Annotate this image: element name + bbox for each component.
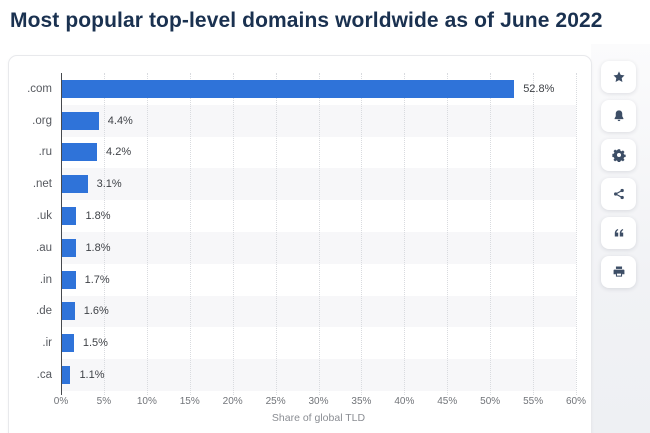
- category-label: .de: [36, 305, 52, 318]
- bar-value-label: 3.1%: [96, 178, 122, 191]
- share-icon: [612, 187, 626, 201]
- bar-row: 3.1%: [61, 168, 576, 201]
- x-axis-tick-labels: 0% 5% 10% 15% 20% 25% 30% 35% 40% 45% 50% 55% 60%: [54, 396, 586, 410]
- bar: [61, 270, 76, 289]
- category-label: .uk: [36, 210, 52, 223]
- bar-row: 1.1%: [61, 359, 576, 391]
- x-tick-label: 25%: [265, 396, 286, 407]
- x-tick-label: 20%: [222, 396, 243, 407]
- star-icon: [612, 70, 626, 84]
- bar-row: 1.6%: [61, 295, 576, 328]
- bar-row: 1.7%: [61, 264, 576, 296]
- bar-value-label: 1.5%: [82, 337, 108, 350]
- category-label: .in: [39, 273, 52, 286]
- category-label: .ir: [42, 337, 52, 350]
- category-label: .ru: [38, 146, 52, 159]
- x-tick-label: 40%: [394, 396, 415, 407]
- gear-icon: [611, 148, 626, 162]
- print-button[interactable]: [601, 256, 636, 288]
- x-tick-label: 15%: [179, 396, 200, 407]
- bar-row: 1.8%: [61, 200, 576, 232]
- category-label: .net: [32, 178, 52, 191]
- settings-button[interactable]: [601, 139, 636, 171]
- x-tick-label: 45%: [437, 396, 458, 407]
- bar: [61, 334, 74, 353]
- bar-row: 1.5%: [61, 327, 576, 359]
- bar-value-label: 1.8%: [85, 241, 111, 254]
- gridline: [576, 73, 577, 395]
- x-tick-label: 10%: [136, 396, 157, 407]
- x-tick-label: 55%: [523, 396, 544, 407]
- bar-row: 4.2%: [61, 137, 576, 169]
- x-axis-title: Share of global TLD: [271, 412, 366, 424]
- bell-icon: [612, 109, 626, 123]
- cite-button[interactable]: [601, 217, 636, 249]
- x-tick-label: 35%: [351, 396, 372, 407]
- bar-rows: 52.8% 4.4% 4.2% 3.1% 1.8% 1.8% 1.7% 1.6% 1.5% 1.1…: [61, 73, 576, 391]
- bar: [61, 143, 98, 162]
- x-tick-label: 60%: [565, 396, 587, 407]
- bar-row: 52.8%: [61, 73, 576, 105]
- plot-area: 52.8% 4.4% 4.2% 3.1% 1.8% 1.8% 1.7% 1.6% 1.5% 1.1…: [61, 73, 577, 395]
- x-tick-label: 50%: [480, 396, 501, 407]
- page-title: Most popular top-level domains worldwide…: [10, 9, 603, 32]
- bar: [61, 175, 88, 194]
- bar-value-label: 1.6%: [83, 305, 109, 318]
- bar-value-label: 52.8%: [523, 82, 555, 95]
- favorites-button[interactable]: [601, 61, 636, 93]
- bar: [61, 79, 515, 98]
- category-label: .ca: [36, 369, 52, 382]
- share-button[interactable]: [601, 178, 636, 210]
- x-tick-label: 0%: [53, 396, 69, 407]
- chart-card: .com .org .ru .net .uk .au .in .de .ir .ca 52.8% 4…: [8, 55, 592, 433]
- bar-value-label: 4.4%: [107, 114, 133, 127]
- x-tick-label: 30%: [308, 396, 329, 407]
- x-tick-label: 5%: [96, 396, 112, 407]
- notifications-button[interactable]: [601, 100, 636, 132]
- bar: [61, 207, 77, 226]
- bar: [61, 302, 75, 321]
- y-axis-line: [61, 73, 62, 395]
- category-label: .com: [27, 82, 52, 95]
- print-icon: [612, 265, 626, 279]
- bar-value-label: 1.1%: [79, 369, 105, 382]
- bar: [61, 111, 99, 130]
- bar-row: 4.4%: [61, 104, 576, 137]
- bar-value-label: 4.2%: [106, 146, 132, 159]
- bar-value-label: 1.7%: [84, 273, 110, 286]
- category-label: .org: [32, 114, 52, 127]
- bar: [61, 366, 71, 385]
- quote-icon: [612, 226, 626, 240]
- bar-value-label: 1.8%: [85, 210, 111, 223]
- category-axis-labels: .com .org .ru .net .uk .au .in .de .ir .ca: [9, 73, 52, 391]
- category-label: .au: [36, 241, 52, 254]
- bar: [61, 238, 77, 257]
- bar-row: 1.8%: [61, 231, 576, 264]
- chart-toolbar: [601, 61, 636, 288]
